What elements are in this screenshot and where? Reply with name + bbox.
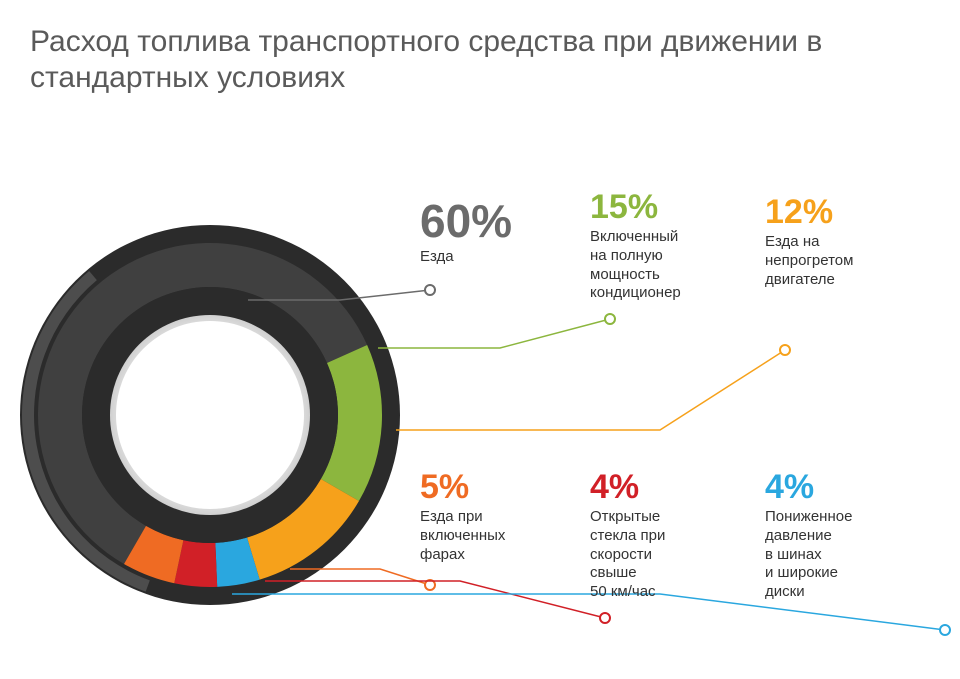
pct-windows: 4%	[590, 470, 665, 504]
leader-dot-driving	[425, 285, 435, 295]
desc-windows: Открытые стекла при скорости свыше 50 км…	[590, 508, 665, 602]
callout-tires: 4% Пониженное давление в шинах и широкие…	[765, 470, 852, 602]
desc-headlights: Езда при включенных фарах	[420, 508, 505, 564]
desc-coldengine: Езда на непрогретом двигателе	[765, 233, 853, 289]
leader-dot-coldengine	[780, 345, 790, 355]
pct-tires: 4%	[765, 470, 852, 504]
pct-headlights: 5%	[420, 470, 505, 504]
leader-coldengine	[396, 350, 785, 430]
leader-dot-windows	[600, 613, 610, 623]
desc-tires: Пониженное давление в шинах и широкие ди…	[765, 508, 852, 602]
callout-headlights: 5% Езда при включенных фарах	[420, 470, 505, 564]
pct-driving: 60%	[420, 198, 512, 244]
pct-ac: 15%	[590, 190, 681, 224]
leader-ac	[378, 319, 610, 348]
desc-ac: Включенный на полную мощность кондиционе…	[590, 228, 681, 303]
callout-driving: 60% Езда	[420, 198, 512, 267]
callout-windows: 4% Открытые стекла при скорости свыше 50…	[590, 470, 665, 602]
callout-coldengine: 12% Езда на непрогретом двигателе	[765, 195, 853, 289]
desc-driving: Езда	[420, 248, 512, 267]
pct-coldengine: 12%	[765, 195, 853, 229]
leader-dot-tires	[940, 625, 950, 635]
leader-dot-ac	[605, 314, 615, 324]
callout-ac: 15% Включенный на полную мощность кондиц…	[590, 190, 681, 303]
